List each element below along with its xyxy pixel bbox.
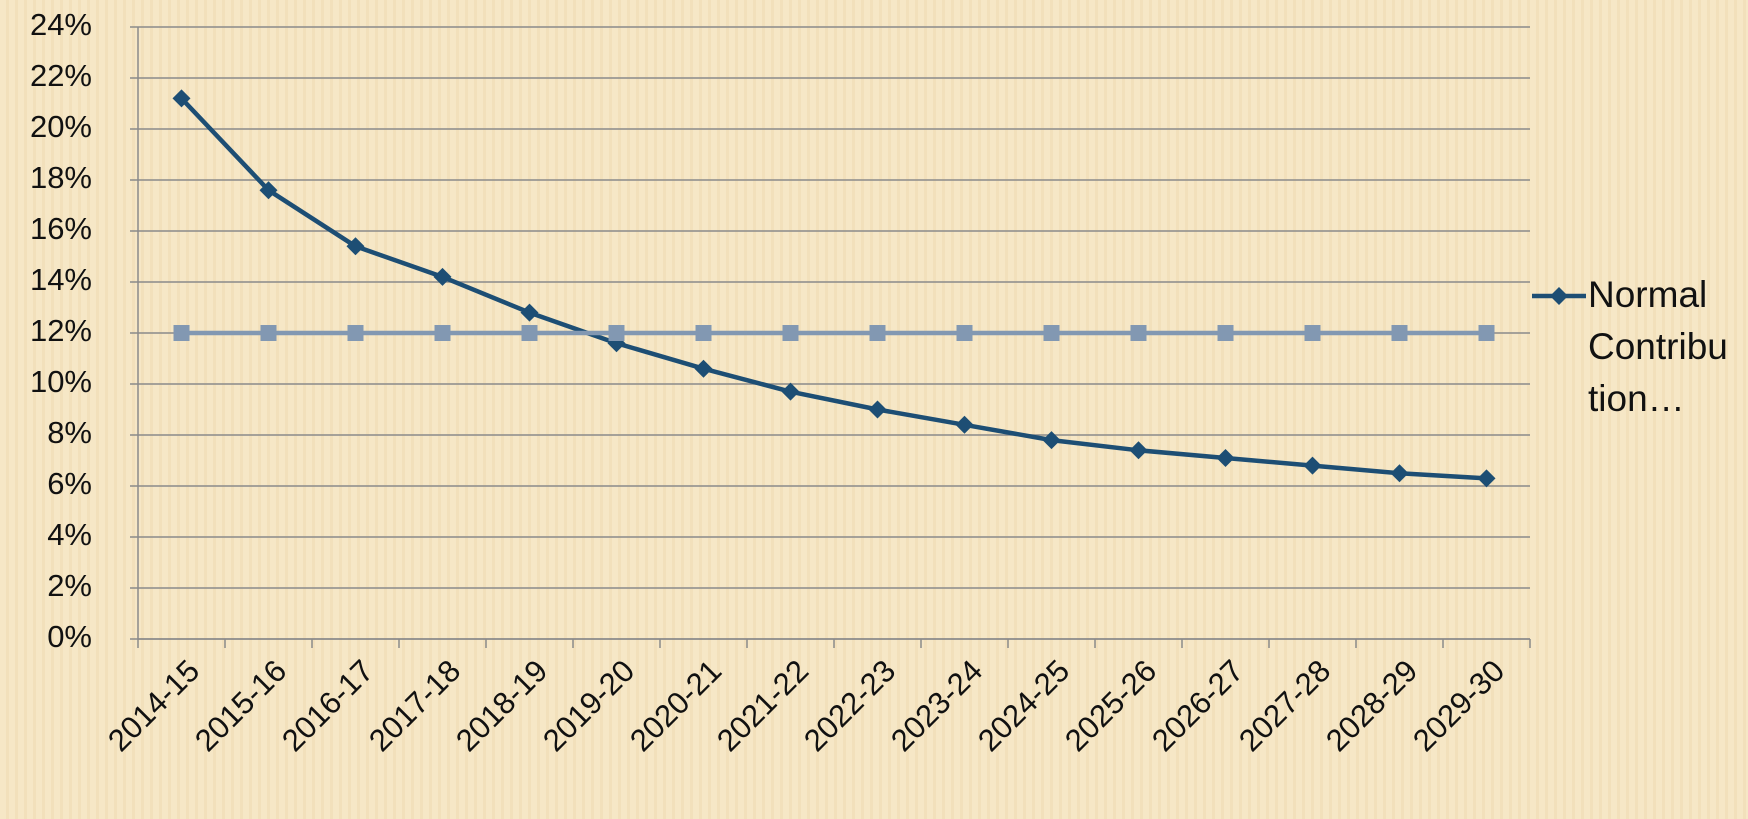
y-tick-label: 24% bbox=[30, 7, 92, 42]
y-tick-label: 4% bbox=[47, 517, 92, 552]
y-tick-label: 12% bbox=[30, 313, 92, 348]
x-tick-label: 2028-29 bbox=[1319, 653, 1424, 758]
x-tick-label: 2019-20 bbox=[536, 653, 641, 758]
marker bbox=[259, 181, 278, 200]
legend-label-box: Normal Contribution… bbox=[1588, 274, 1728, 419]
marker bbox=[434, 325, 451, 341]
marker bbox=[521, 325, 538, 341]
marker bbox=[1478, 325, 1495, 341]
marker bbox=[520, 303, 539, 322]
y-tick-label: 10% bbox=[30, 364, 92, 399]
x-tick-label: 2017-18 bbox=[362, 653, 467, 758]
x-tick-label: 2024-25 bbox=[971, 653, 1076, 758]
x-tick-label: 2027-28 bbox=[1232, 653, 1337, 758]
marker bbox=[1303, 456, 1322, 475]
x-tick-label: 2014-15 bbox=[101, 653, 206, 758]
marker bbox=[1391, 325, 1408, 341]
x-tick-label: 2023-24 bbox=[884, 653, 989, 758]
marker bbox=[1042, 431, 1061, 450]
marker bbox=[1130, 325, 1147, 341]
y-tick-label: 14% bbox=[30, 262, 92, 297]
marker bbox=[694, 359, 713, 378]
x-tick-label: 2015-16 bbox=[188, 653, 293, 758]
marker bbox=[781, 382, 800, 401]
marker bbox=[1304, 325, 1321, 341]
marker bbox=[1216, 448, 1235, 467]
x-tick-label: 2021-22 bbox=[710, 653, 815, 758]
marker bbox=[608, 325, 625, 341]
x-tick-label: 2018-19 bbox=[449, 653, 554, 758]
x-tick-label: 2026-27 bbox=[1145, 653, 1250, 758]
marker bbox=[347, 325, 364, 341]
marker bbox=[695, 325, 712, 341]
marker bbox=[173, 325, 190, 341]
marker bbox=[260, 325, 277, 341]
y-tick-label: 0% bbox=[47, 619, 92, 654]
marker bbox=[956, 325, 973, 341]
marker bbox=[346, 237, 365, 256]
marker bbox=[1129, 441, 1148, 460]
x-tick-label: 2022-23 bbox=[797, 653, 902, 758]
marker bbox=[172, 89, 191, 108]
y-tick-label: 18% bbox=[30, 160, 92, 195]
x-tick-label: 2025-26 bbox=[1058, 653, 1163, 758]
marker bbox=[868, 400, 887, 419]
marker bbox=[782, 325, 799, 341]
marker bbox=[869, 325, 886, 341]
y-tick-label: 2% bbox=[47, 568, 92, 603]
marker bbox=[433, 267, 452, 286]
marker bbox=[955, 415, 974, 434]
x-tick-label: 2029-30 bbox=[1406, 653, 1511, 758]
y-tick-label: 8% bbox=[47, 415, 92, 450]
marker bbox=[1550, 287, 1568, 305]
marker bbox=[1217, 325, 1234, 341]
x-tick-label: 2016-17 bbox=[275, 653, 380, 758]
y-tick-label: 16% bbox=[30, 211, 92, 246]
marker bbox=[1043, 325, 1060, 341]
marker bbox=[1390, 464, 1409, 483]
series-line bbox=[179, 96, 1487, 481]
x-tick-label: 2020-21 bbox=[623, 653, 728, 758]
marker bbox=[1477, 469, 1496, 488]
y-tick-label: 20% bbox=[30, 109, 92, 144]
y-tick-label: 22% bbox=[30, 58, 92, 93]
y-tick-label: 6% bbox=[47, 466, 92, 501]
legend-label: Normal Contribution… bbox=[1588, 274, 1728, 419]
